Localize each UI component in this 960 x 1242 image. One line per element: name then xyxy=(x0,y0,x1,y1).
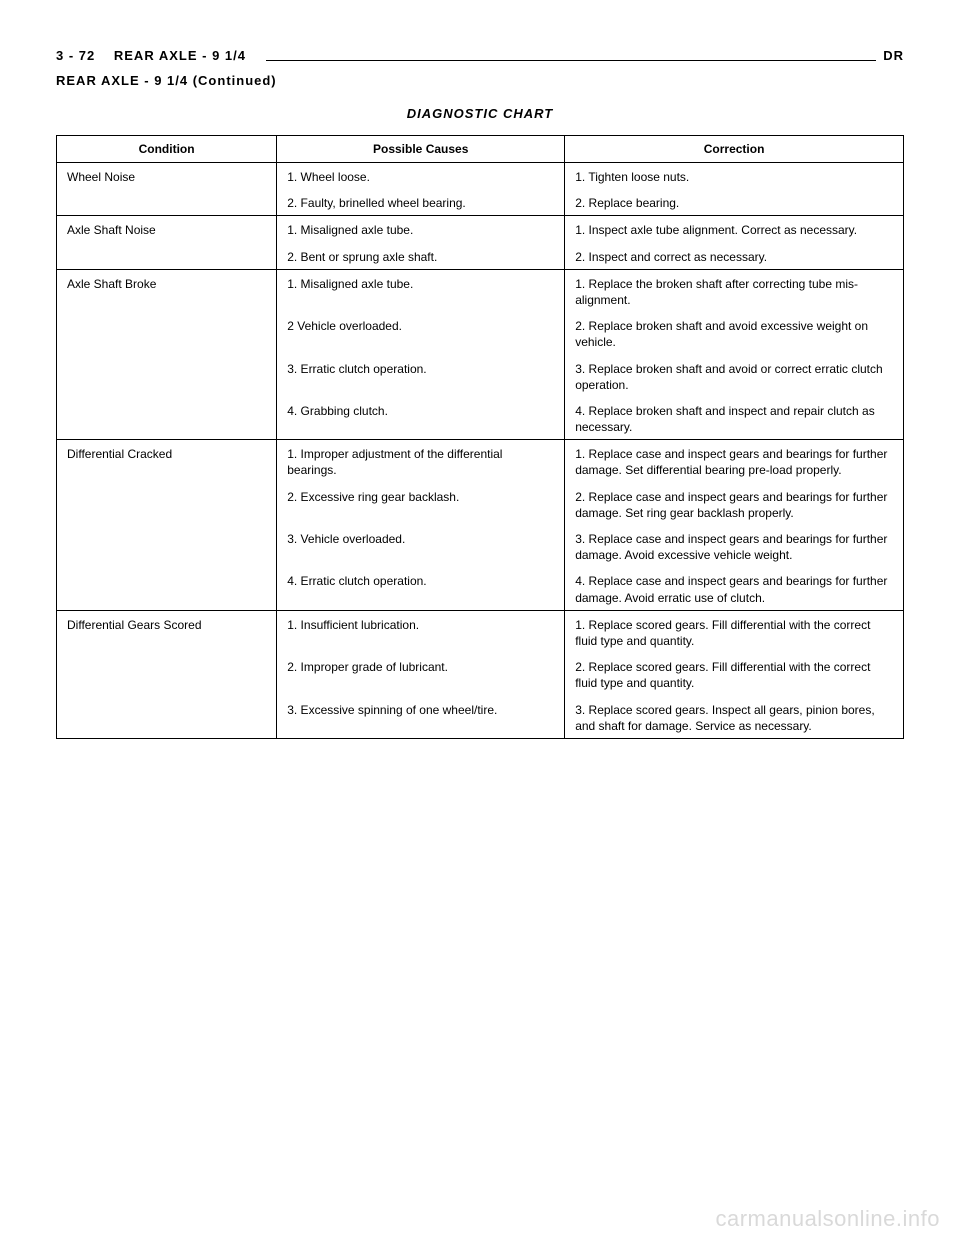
cause-cell: 2. Faulty, brinelled wheel bearing. xyxy=(277,189,565,216)
cause-cell: 1. Insufficient lubrication. xyxy=(277,610,565,653)
cause-cell: 2. Improper grade of lubricant. xyxy=(277,653,565,695)
condition-cell xyxy=(57,653,277,695)
correction-cell: 2. Inspect and correct as necessary. xyxy=(565,243,904,270)
cause-cell: 3. Vehicle overloaded. xyxy=(277,525,565,567)
cause-cell: 4. Grabbing clutch. xyxy=(277,397,565,440)
cause-cell: 2. Bent or sprung axle shaft. xyxy=(277,243,565,270)
condition-cell: Axle Shaft Broke xyxy=(57,269,277,312)
correction-cell: 4. Replace case and inspect gears and be… xyxy=(565,567,904,610)
cause-cell: 1. Misaligned axle tube. xyxy=(277,216,565,243)
correction-cell: 3. Replace scored gears. Inspect all gea… xyxy=(565,696,904,739)
correction-cell: 4. Replace broken shaft and inspect and … xyxy=(565,397,904,440)
table-row: 3. Excessive spinning of one wheel/tire.… xyxy=(57,696,904,739)
condition-cell xyxy=(57,525,277,567)
table-row: 4. Erratic clutch operation. 4. Replace … xyxy=(57,567,904,610)
correction-cell: 1. Replace case and inspect gears and be… xyxy=(565,440,904,483)
cause-cell: 4. Erratic clutch operation. xyxy=(277,567,565,610)
condition-cell: Axle Shaft Noise xyxy=(57,216,277,243)
condition-cell xyxy=(57,355,277,397)
watermark: carmanualsonline.info xyxy=(715,1206,940,1232)
table-body: Wheel Noise 1. Wheel loose. 1. Tighten l… xyxy=(57,163,904,739)
condition-cell xyxy=(57,189,277,216)
correction-cell: 3. Replace case and inspect gears and be… xyxy=(565,525,904,567)
condition-cell: Wheel Noise xyxy=(57,163,277,190)
condition-cell xyxy=(57,567,277,610)
table-row: 4. Grabbing clutch. 4. Replace broken sh… xyxy=(57,397,904,440)
table-row: Differential Gears Scored 1. Insufficien… xyxy=(57,610,904,653)
header-left: 3 - 72 REAR AXLE - 9 1/4 xyxy=(56,48,246,63)
cause-cell: 2. Excessive ring gear backlash. xyxy=(277,483,565,525)
table-row: 3. Vehicle overloaded. 3. Replace case a… xyxy=(57,525,904,567)
header-divider xyxy=(266,60,876,61)
correction-cell: 1. Replace scored gears. Fill differenti… xyxy=(565,610,904,653)
condition-cell xyxy=(57,696,277,739)
table-header-row: Condition Possible Causes Correction xyxy=(57,136,904,163)
section-title: REAR AXLE - 9 1/4 xyxy=(114,48,246,63)
correction-cell: 2. Replace bearing. xyxy=(565,189,904,216)
chart-title: DIAGNOSTIC CHART xyxy=(56,106,904,121)
table-row: Axle Shaft Broke 1. Misaligned axle tube… xyxy=(57,269,904,312)
cause-cell: 2 Vehicle overloaded. xyxy=(277,312,565,354)
condition-cell xyxy=(57,397,277,440)
cause-cell: 3. Erratic clutch operation. xyxy=(277,355,565,397)
page-subtitle: REAR AXLE - 9 1/4 (Continued) xyxy=(56,73,904,88)
correction-cell: 2. Replace case and inspect gears and be… xyxy=(565,483,904,525)
cause-cell: 1. Improper adjustment of the differenti… xyxy=(277,440,565,483)
col-condition: Condition xyxy=(57,136,277,163)
cause-cell: 3. Excessive spinning of one wheel/tire. xyxy=(277,696,565,739)
table-row: 2. Faulty, brinelled wheel bearing. 2. R… xyxy=(57,189,904,216)
table-row: Axle Shaft Noise 1. Misaligned axle tube… xyxy=(57,216,904,243)
table-row: 3. Erratic clutch operation. 3. Replace … xyxy=(57,355,904,397)
table-row: Differential Cracked 1. Improper adjustm… xyxy=(57,440,904,483)
doc-code: DR xyxy=(883,48,904,63)
table-row: Wheel Noise 1. Wheel loose. 1. Tighten l… xyxy=(57,163,904,190)
correction-cell: 1. Tighten loose nuts. xyxy=(565,163,904,190)
table-row: 2. Bent or sprung axle shaft. 2. Inspect… xyxy=(57,243,904,270)
table-row: 2. Excessive ring gear backlash. 2. Repl… xyxy=(57,483,904,525)
correction-cell: 1. Replace the broken shaft after correc… xyxy=(565,269,904,312)
condition-cell xyxy=(57,483,277,525)
condition-cell xyxy=(57,243,277,270)
page-ref: 3 - 72 xyxy=(56,48,95,63)
condition-cell: Differential Gears Scored xyxy=(57,610,277,653)
table-row: 2. Improper grade of lubricant. 2. Repla… xyxy=(57,653,904,695)
correction-cell: 3. Replace broken shaft and avoid or cor… xyxy=(565,355,904,397)
condition-cell xyxy=(57,312,277,354)
table-row: 2 Vehicle overloaded. 2. Replace broken … xyxy=(57,312,904,354)
diagnostic-table: Condition Possible Causes Correction Whe… xyxy=(56,135,904,739)
correction-cell: 2. Replace scored gears. Fill differenti… xyxy=(565,653,904,695)
cause-cell: 1. Misaligned axle tube. xyxy=(277,269,565,312)
col-correction: Correction xyxy=(565,136,904,163)
condition-cell: Differential Cracked xyxy=(57,440,277,483)
correction-cell: 2. Replace broken shaft and avoid excess… xyxy=(565,312,904,354)
correction-cell: 1. Inspect axle tube alignment. Correct … xyxy=(565,216,904,243)
col-causes: Possible Causes xyxy=(277,136,565,163)
cause-cell: 1. Wheel loose. xyxy=(277,163,565,190)
